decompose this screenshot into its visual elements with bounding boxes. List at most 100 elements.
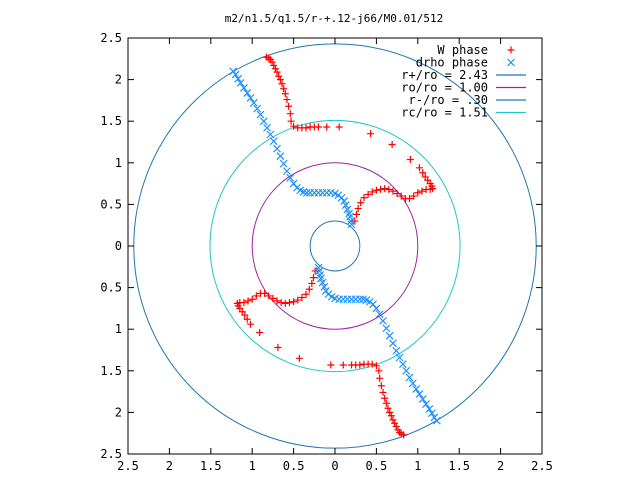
series-1-point-43	[425, 405, 434, 413]
series-1-point-74	[320, 282, 329, 291]
series-0-point-105	[294, 296, 302, 304]
series-0-point-78	[348, 361, 356, 369]
series-1-point-48	[408, 379, 417, 388]
legend-symbol-1	[507, 58, 515, 67]
series-0-point-47	[377, 185, 385, 193]
y-tick-label-1: 2	[115, 405, 122, 419]
x-tick-label-9: 2	[497, 459, 504, 473]
series-0-point-81	[295, 354, 303, 362]
series-1-point-6	[246, 93, 255, 102]
series-1-point-11	[263, 123, 272, 132]
series-1-point-58	[375, 310, 384, 319]
series-0-point-106	[298, 294, 306, 302]
x-tick-label-8: 1.5	[448, 459, 470, 473]
series-0-point-85	[243, 315, 251, 323]
series-0-point-59	[394, 426, 402, 434]
series-0-point-9	[278, 80, 286, 88]
series-0-point-37	[418, 187, 426, 195]
series-1-point-73	[321, 287, 330, 295]
series-0-point-43	[393, 190, 401, 198]
series-0-point-45	[385, 185, 393, 193]
series-0-point-67	[381, 394, 389, 402]
series-1-point-34	[341, 201, 350, 210]
y-tick-label-0: 2.5	[100, 447, 122, 461]
series-0-point-79	[339, 361, 347, 369]
x-tick-label-10: 2.5	[531, 459, 553, 473]
series-1-point-35	[343, 205, 352, 214]
series-0-point-60	[392, 423, 400, 431]
series-1-point-5	[243, 88, 252, 97]
series-0-point-8	[276, 76, 284, 84]
series-0-point-52	[357, 199, 365, 207]
legend-label-0: W phase	[437, 43, 488, 57]
series-0-point-27	[406, 155, 414, 163]
series-1-point-12	[266, 130, 275, 139]
series-0-point-69	[377, 382, 385, 390]
series-0-point-99	[269, 294, 277, 302]
series-0-point-93	[244, 297, 252, 305]
chart-title: m2/n1.5/q1.5/r-+.12-j66/M0.01/512	[225, 12, 444, 25]
series-0-point-71	[375, 367, 383, 375]
series-1-point-42	[427, 409, 436, 418]
series-0-point-24	[335, 123, 343, 131]
series-0-point-101	[277, 299, 285, 307]
series-0-point-65	[384, 404, 392, 412]
series-0-point-92	[240, 299, 248, 307]
series-1-point-47	[412, 385, 421, 394]
series-0-point-48	[372, 186, 380, 194]
legend-label-1: drho phase	[416, 56, 488, 70]
series-0-point-64	[386, 408, 394, 416]
series-0-point-82	[274, 344, 282, 352]
series-0-point-94	[248, 295, 256, 303]
series-1-point-41	[430, 413, 439, 422]
series-0-point-80	[327, 361, 335, 369]
series-0-point-51	[360, 194, 368, 202]
series-0-point-103	[285, 299, 293, 307]
legend-label-4: r-/ro = .30	[409, 93, 488, 107]
series-0-point-23	[323, 123, 331, 131]
series-0-point-54	[353, 210, 361, 218]
y-tick-label-6: 0.5	[100, 197, 122, 211]
y-tick-label-8: 1.5	[100, 114, 122, 128]
series-1-point-51	[398, 360, 407, 369]
series-1-point-13	[269, 137, 278, 146]
series-0-point-108	[305, 285, 313, 293]
series-0-point-109	[308, 279, 316, 287]
series-0-point-72	[372, 362, 380, 370]
series-0-point-62	[389, 416, 397, 424]
legend-symbol-0	[507, 46, 515, 54]
series-1-point-44	[422, 400, 431, 409]
series-1-point-9	[256, 110, 265, 119]
series-0-point-63	[387, 412, 395, 420]
series-1-point-4	[239, 83, 248, 92]
series-1-point-17	[283, 167, 291, 176]
x-tick-label-4: 0.5	[283, 459, 305, 473]
series-0-point-11	[281, 90, 289, 98]
series-0-point-68	[379, 388, 387, 396]
series-0-point-66	[382, 399, 390, 407]
series-0-point-14	[286, 110, 294, 118]
x-tick-label-3: 1	[249, 459, 256, 473]
series-1-point-39	[347, 220, 356, 229]
series-0-point-36	[422, 185, 430, 193]
series-1-point-45	[418, 395, 427, 404]
y-tick-label-9: 2	[115, 73, 122, 87]
series-1-point-75	[318, 278, 327, 287]
series-1-point-8	[253, 104, 262, 113]
series-1-point-55	[385, 331, 394, 340]
series-0-point-42	[397, 192, 405, 200]
legend-label-2: r+/ro = 2.43	[401, 68, 488, 82]
series-0-point-95	[252, 292, 260, 300]
series-0-point-28	[415, 164, 423, 172]
x-tick-label-2: 1.5	[200, 459, 222, 473]
y-tick-label-2: 1.5	[100, 364, 122, 378]
y-tick-label-7: 1	[115, 156, 122, 170]
series-1-point-2	[234, 74, 243, 83]
series-1-point-33	[340, 197, 349, 205]
series-0-point-38	[414, 189, 422, 197]
series-0-point-44	[389, 187, 397, 195]
series-0-point-97	[261, 289, 269, 297]
series-1-point-50	[402, 366, 411, 375]
series-0-point-5	[271, 65, 279, 73]
